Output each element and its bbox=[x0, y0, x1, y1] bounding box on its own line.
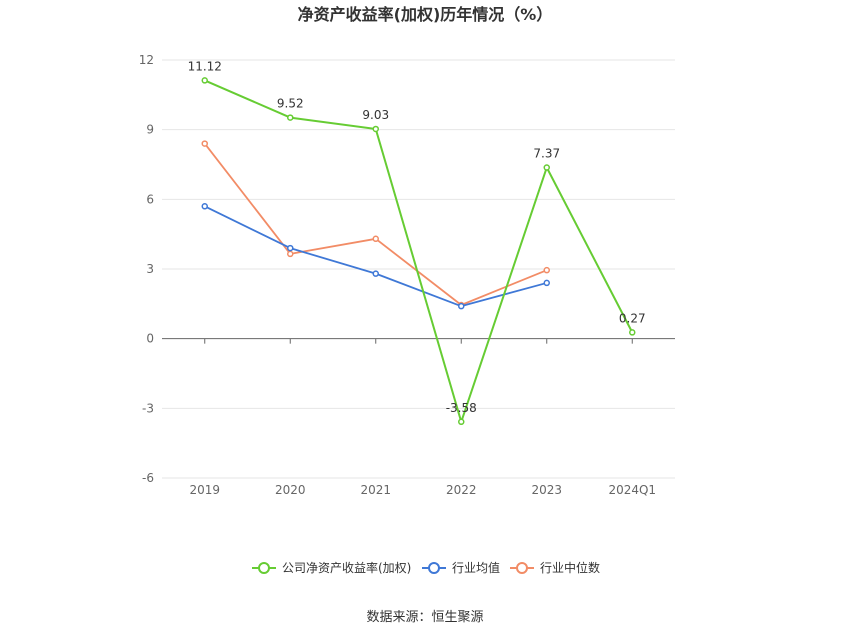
y-tick-label: 6 bbox=[146, 192, 154, 206]
data-point-series-0 bbox=[458, 418, 465, 426]
data-point-series-2 bbox=[543, 266, 550, 274]
data-labels: 11.12 9.52 9.03 -3.58 7.37 0.27 bbox=[188, 59, 646, 414]
data-label: 0.27 bbox=[619, 311, 646, 325]
data-point-series-1 bbox=[458, 302, 465, 310]
legend-label: 公司净资产收益率(加权) bbox=[282, 560, 411, 575]
data-label: -3.58 bbox=[446, 401, 477, 415]
series-line-0 bbox=[204, 79, 634, 423]
x-tick-label: 2024Q1 bbox=[608, 483, 656, 497]
data-point-series-1 bbox=[543, 279, 550, 287]
data-point-series-0 bbox=[543, 164, 550, 171]
x-tick-label: 2021 bbox=[360, 483, 391, 497]
grid-lines bbox=[162, 59, 675, 479]
legend-label: 行业均值 bbox=[452, 560, 500, 575]
chart-title: 净资产收益率(加权)历年情况（%） bbox=[298, 5, 553, 24]
data-point-series-0 bbox=[287, 114, 294, 121]
x-tick-label: 2023 bbox=[531, 483, 562, 497]
data-point-series-0 bbox=[201, 77, 208, 84]
y-tick-label: 0 bbox=[146, 332, 154, 346]
data-point-series-1 bbox=[287, 244, 294, 252]
legend-marker bbox=[258, 562, 270, 574]
data-point-series-1 bbox=[201, 203, 208, 210]
x-tick-label: 2020 bbox=[275, 483, 306, 497]
legend-marker bbox=[516, 562, 528, 574]
y-axis: 12 9 6 3 0 -3 -6 bbox=[139, 53, 154, 485]
data-label: 9.52 bbox=[277, 97, 304, 111]
data-point-series-2 bbox=[287, 250, 294, 258]
y-tick-label: -6 bbox=[142, 471, 154, 485]
data-point-series-1 bbox=[372, 270, 379, 277]
legend-marker bbox=[428, 562, 440, 574]
series-group bbox=[201, 77, 636, 426]
legend-label: 行业中位数 bbox=[540, 560, 600, 575]
series-line-2 bbox=[204, 143, 548, 306]
x-axis: 2019 2020 2021 2022 2023 2024Q1 bbox=[189, 338, 656, 497]
legend-item-1[interactable]: 行业均值 bbox=[422, 560, 500, 575]
x-tick-label: 2022 bbox=[446, 483, 477, 497]
x-tick-label: 2019 bbox=[189, 483, 220, 497]
data-label: 9.03 bbox=[362, 108, 389, 122]
y-tick-label: 12 bbox=[139, 53, 154, 67]
data-label: 7.37 bbox=[533, 147, 560, 161]
legend-item-0[interactable]: 公司净资产收益率(加权) bbox=[252, 560, 411, 575]
data-point-series-2 bbox=[372, 235, 379, 243]
y-tick-label: -3 bbox=[142, 401, 154, 415]
data-point-series-0 bbox=[372, 125, 379, 133]
source-note: 数据来源：恒生聚源 bbox=[366, 610, 483, 625]
legend-item-2[interactable]: 行业中位数 bbox=[510, 560, 600, 575]
y-tick-label: 9 bbox=[146, 123, 154, 137]
data-point-series-2 bbox=[201, 140, 208, 147]
y-tick-label: 3 bbox=[146, 262, 154, 276]
legend[interactable]: 公司净资产收益率(加权) 行业均值 行业中位数 bbox=[252, 560, 600, 575]
data-point-series-0 bbox=[629, 329, 636, 336]
data-label: 11.12 bbox=[188, 59, 222, 73]
